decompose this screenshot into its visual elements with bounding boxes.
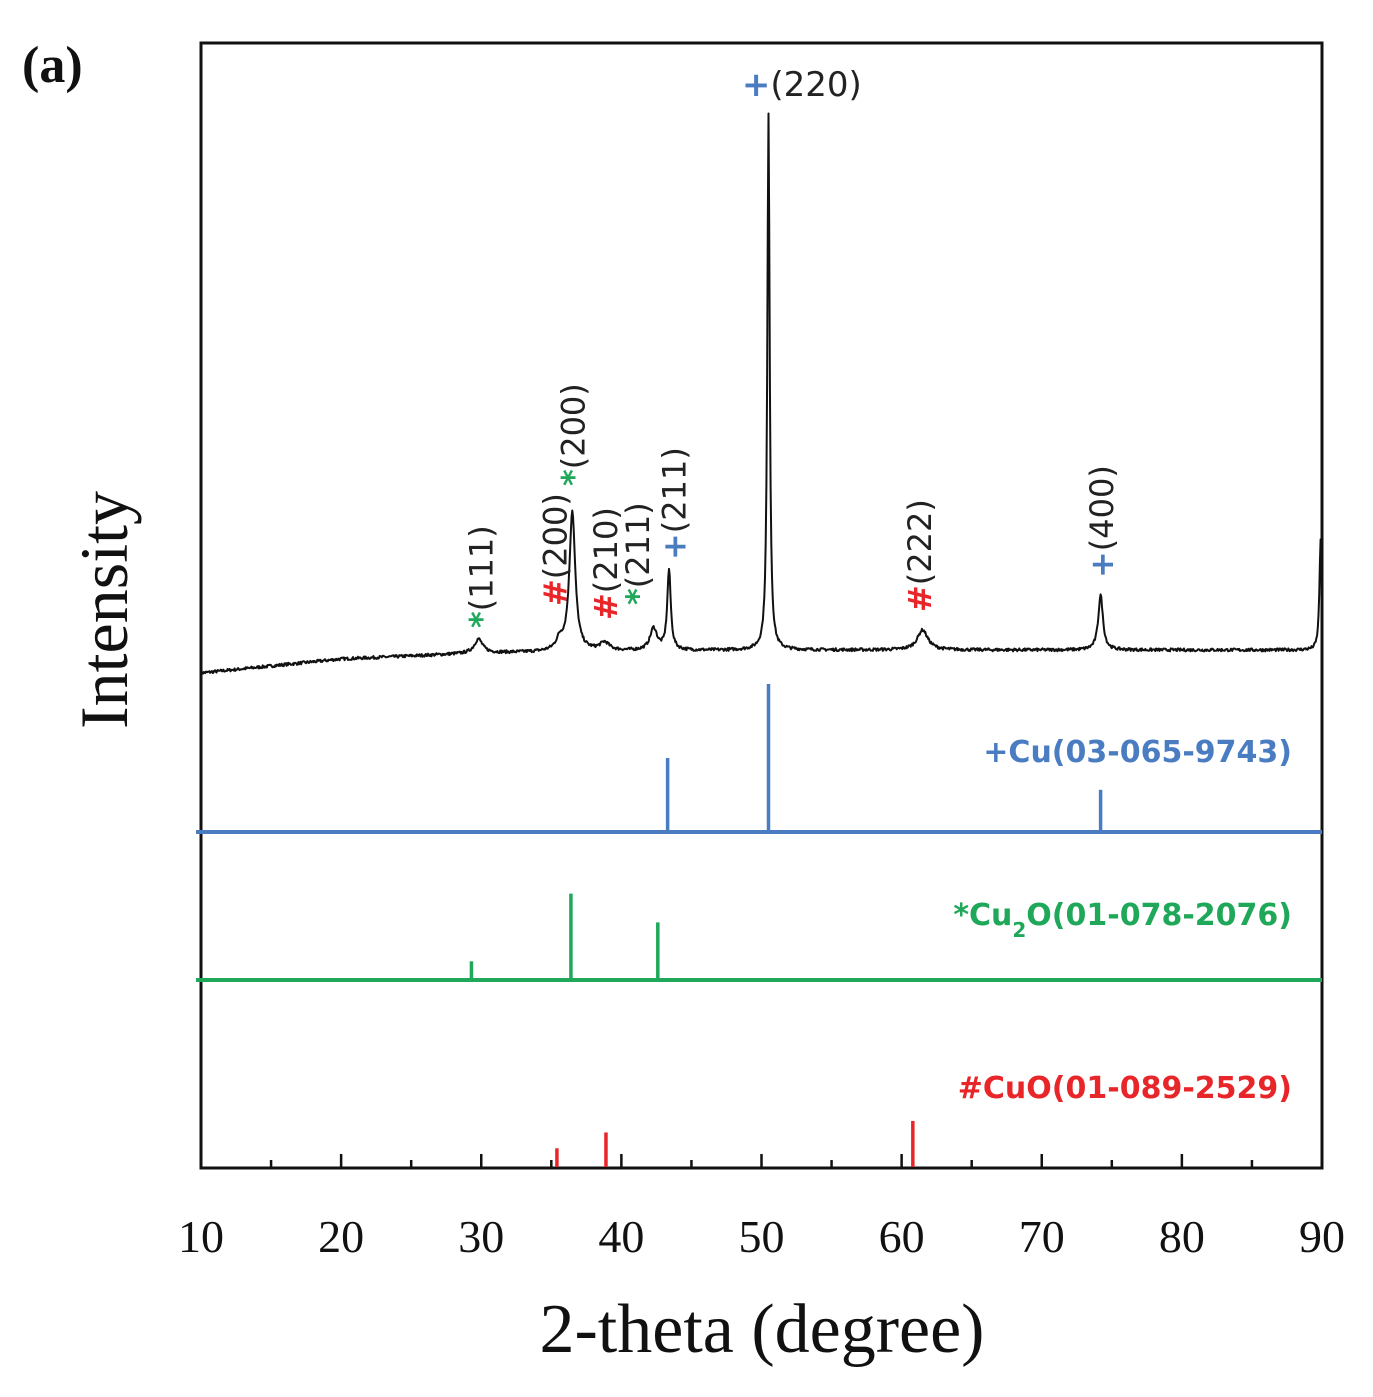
reference-pattern: #CuO(01-089-2529) xyxy=(555,1071,1292,1167)
x-tick-label: 60 xyxy=(879,1211,925,1262)
peak-annotation: *(211) xyxy=(619,502,657,605)
x-axis-label: 2-theta (degree) xyxy=(540,1291,985,1368)
x-tick-label: 40 xyxy=(598,1211,644,1262)
peak-annotation-label: *(200) xyxy=(555,383,593,486)
peak-annotation: #(222) xyxy=(901,499,939,612)
x-tick-label: 30 xyxy=(458,1211,504,1262)
peak-annotation: *(111) xyxy=(462,525,500,628)
panel-label: (a) xyxy=(22,37,83,94)
x-tick-label: 70 xyxy=(1019,1211,1065,1262)
peak-annotation-label: #(210) xyxy=(587,507,625,620)
peak-annotation: #(210) xyxy=(587,507,625,620)
reference-legend-label: *Cu2O(01-078-2076) xyxy=(953,898,1292,942)
reference-legend-label: +Cu(03-065-9743) xyxy=(983,735,1292,770)
x-tick-label: 10 xyxy=(178,1211,224,1262)
peak-annotation: *(200) xyxy=(555,383,593,486)
y-axis-label: Intensity xyxy=(66,491,142,729)
reference-pattern: *Cu2O(01-078-2076) xyxy=(196,893,1322,982)
peak-annotation: +(400) xyxy=(1083,465,1121,578)
x-tick-label: 90 xyxy=(1299,1211,1345,1262)
reference-legend-label: #CuO(01-089-2529) xyxy=(958,1071,1292,1106)
x-tick-label: 50 xyxy=(739,1211,785,1262)
plot-frame xyxy=(199,41,1324,1170)
reference-patterns: +Cu(03-065-9743) *Cu2O(01-078-2076) #CuO(0… xyxy=(196,684,1322,1167)
peak-annotation-label: #(222) xyxy=(901,499,939,612)
peak-annotation: +(220) xyxy=(742,65,862,105)
peak-annotation-label: *(111) xyxy=(462,525,500,628)
x-axis-ticks: 10 20 30 40 50 60 70 80 90 xyxy=(178,1154,1345,1262)
peak-annotation-label: +(400) xyxy=(1083,465,1121,578)
peak-annotation: +(211) xyxy=(656,447,694,560)
peak-annotation: #(200) xyxy=(537,493,575,606)
peak-annotations: *(111) #(200) *(200) #(210)*(211)+(211) +(22… xyxy=(462,65,1121,628)
peak-annotation-label: +(220) xyxy=(742,65,862,105)
peak-annotation-label: +(211) xyxy=(656,447,694,560)
x-tick-label: 20 xyxy=(318,1211,364,1262)
peak-annotation-label: #(200) xyxy=(537,493,575,606)
measured-pattern xyxy=(200,112,1323,675)
measured-xrd-line xyxy=(200,112,1323,675)
reference-pattern: +Cu(03-065-9743) xyxy=(196,684,1322,834)
peak-annotation-label: *(211) xyxy=(619,502,657,605)
x-tick-label: 80 xyxy=(1159,1211,1205,1262)
